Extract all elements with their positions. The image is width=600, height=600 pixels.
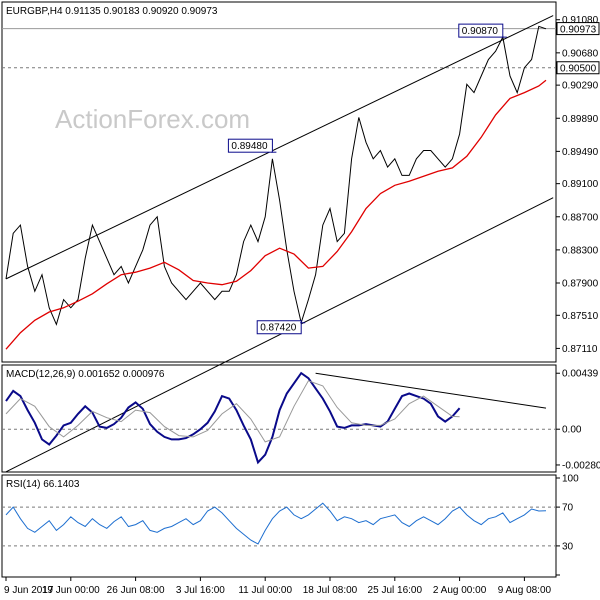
x-tick-label: 18 Jul 08:00 <box>303 585 358 596</box>
price-annotation-box <box>227 138 273 153</box>
price-annotation-label: 0.89480 <box>231 141 268 152</box>
price-line <box>5 25 547 326</box>
macd-y-tick-label: 0.00 <box>562 425 582 436</box>
reference-level-box <box>556 61 600 75</box>
current-price-box <box>556 22 600 36</box>
sma-line <box>5 79 547 350</box>
price-y-tick-label: 0.91080 <box>562 15 599 26</box>
x-tick-label: 2 Aug 00:00 <box>433 585 487 596</box>
rsi-panel-frame <box>1 474 557 578</box>
price-annotation-box <box>458 23 504 38</box>
rsi-y-tick-label: 100 <box>562 474 579 485</box>
macd-y-tick-label: -0.002805 <box>562 460 600 471</box>
price-y-tick-label: 0.90290 <box>562 81 599 92</box>
x-tick-label: 19 Jun 00:00 <box>42 585 100 596</box>
x-tick-label: 25 Jul 16:00 <box>368 585 423 596</box>
price-annotation-label: 0.90870 <box>462 26 499 37</box>
rsi-y-tick-label: 70 <box>562 503 574 514</box>
watermark: ActionForex.com <box>55 104 250 134</box>
price-y-tick-label: 0.89490 <box>562 147 599 158</box>
price-annotation-box <box>256 320 302 335</box>
price-panel-title: EURGBP,H4 0.91135 0.90183 0.90920 0.9097… <box>6 6 218 17</box>
macd-y-tick-label: 0.00439 <box>562 369 599 380</box>
price-y-tick-label: 0.87510 <box>562 311 599 322</box>
rsi-y-tick-label: 30 <box>562 541 574 552</box>
price-y-tick-label: 0.88300 <box>562 245 599 256</box>
price-y-tick-label: 0.87110 <box>562 344 598 355</box>
current-price-label: 0.90973 <box>560 25 597 36</box>
price-y-tick-label: 0.90680 <box>562 48 599 59</box>
reference-level-label: 0.90500 <box>560 64 597 75</box>
rsi-line <box>5 502 547 545</box>
x-tick-label: 11 Jul 00:00 <box>238 585 292 596</box>
macd-layer <box>2 371 556 465</box>
price-annotation-label: 0.87420 <box>260 323 297 334</box>
price-y-tick-label: 0.88700 <box>562 212 599 223</box>
x-tick-label: 26 Jun 08:00 <box>107 585 165 596</box>
x-tick-label: 3 Jul 16:00 <box>176 585 225 596</box>
macd-panel-title: MACD(12,26,9) 0.001652 0.000976 <box>6 369 165 380</box>
channel-lower-line <box>5 197 554 473</box>
price-y-tick-label: 0.89890 <box>562 114 599 125</box>
x-tick-label: 9 Aug 08:00 <box>498 585 552 596</box>
axis-layer: 0.91080 0.90680 0.90290 0.89890 0.89490 0.891… <box>4 15 600 596</box>
price-y-tick-label: 0.87900 <box>562 279 599 290</box>
rsi-layer <box>2 502 556 547</box>
price-layer: 0.89480 0.87420 0.90870 <box>2 15 556 473</box>
rsi-panel-title: RSI(14) 66.1403 <box>6 479 80 490</box>
macd-signal-line <box>5 380 460 443</box>
macd-panel-frame <box>1 364 557 473</box>
macd-line <box>5 371 461 465</box>
price-panel-frame <box>1 1 557 363</box>
x-tick-label: 9 Jun 2017 <box>4 585 54 596</box>
macd-trendline <box>315 372 547 409</box>
price-y-tick-label: 0.89100 <box>562 179 599 190</box>
